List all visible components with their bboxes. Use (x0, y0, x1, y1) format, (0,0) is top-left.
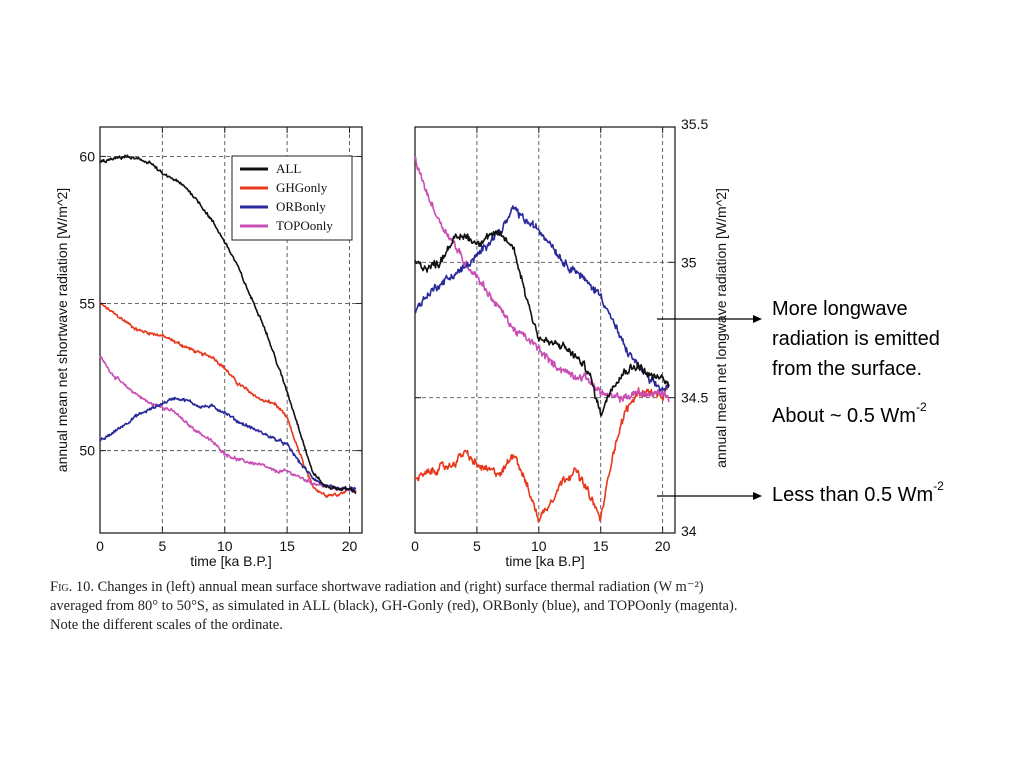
upper-note-line-1: More longwave (772, 298, 908, 320)
legend-label-orbonly: ORBonly (276, 199, 326, 214)
right-y-tick-label: 35.5 (681, 116, 708, 132)
left-chart: 0 5 10 15 20 50 55 60 time [ka B.P.] annual mea… (54, 126, 363, 569)
right-x-tick-label: 5 (473, 538, 481, 554)
figure-caption: Fig. 10. Changes in (left) annual mean s… (50, 578, 740, 635)
upper-arrow (657, 315, 762, 323)
right-y-tick-label: 34 (681, 523, 697, 539)
legend: ALL GHGonly ORBonly TOPOonly (231, 155, 353, 241)
upper-annotation: More longwave radiation is emitted from … (772, 294, 940, 384)
right-y-tick-label: 34.5 (681, 390, 708, 406)
left-x-tick-label: 20 (342, 538, 358, 554)
upper-note-line-3: from the surface. (772, 358, 923, 380)
lower-note-exponent: -2 (933, 479, 944, 493)
right-x-tick-label: 10 (531, 538, 547, 554)
right-x-tick-label: 0 (411, 538, 419, 554)
left-y-tick-label: 60 (79, 148, 95, 164)
caption-text: Changes in (left) annual mean surface sh… (50, 579, 738, 633)
about-text: About ~ 0.5 Wm (772, 405, 916, 427)
left-x-axis-label: time [ka B.P.] (190, 553, 271, 569)
left-x-tick-label: 15 (279, 538, 295, 554)
legend-label-ghgonly: GHGonly (276, 180, 328, 195)
about-annotation: About ~ 0.5 Wm-2 (772, 401, 927, 431)
right-x-axis-label: time [ka B.P] (505, 553, 584, 569)
left-plot-frame (99, 126, 363, 534)
upper-note-line-2: radiation is emitted (772, 328, 940, 350)
left-y-tick-label: 55 (79, 296, 95, 312)
left-y-axis-label: annual mean net shortwave radiation [W/m… (54, 188, 70, 472)
left-x-tick-label: 0 (96, 538, 104, 554)
lower-arrow (657, 492, 762, 500)
left-series-topoonly (99, 355, 357, 494)
legend-label-topoonly: TOPOonly (276, 218, 333, 233)
lower-annotation: Less than 0.5 Wm-2 (772, 480, 944, 510)
right-series-all (414, 229, 670, 417)
right-series-ghgonly (414, 383, 670, 523)
about-exponent: -2 (915, 400, 927, 414)
left-x-tick-label: 10 (217, 538, 233, 554)
caption-figure-label: Fig. 10. (50, 579, 94, 595)
right-series-orbonly (414, 205, 670, 392)
right-series-topoonly (414, 156, 670, 404)
left-series-ghgonly (99, 301, 357, 499)
right-x-tick-label: 20 (655, 538, 671, 554)
legend-label-all: ALL (276, 161, 301, 176)
right-plot-frame (414, 126, 676, 534)
lower-note-text: Less than 0.5 Wm (772, 484, 934, 506)
left-series-orbonly (99, 396, 357, 491)
right-y-axis-label: annual mean net longwave radiation [W/m^… (713, 188, 729, 468)
right-chart: 0 5 10 15 20 34 34.5 35 35.5 time [ka B.P] annua… (411, 116, 729, 569)
left-x-tick-label: 5 (158, 538, 166, 554)
left-series-all (99, 154, 357, 495)
right-y-tick-label: 35 (681, 254, 697, 270)
right-x-tick-label: 15 (593, 538, 609, 554)
left-y-tick-label: 50 (79, 443, 95, 459)
